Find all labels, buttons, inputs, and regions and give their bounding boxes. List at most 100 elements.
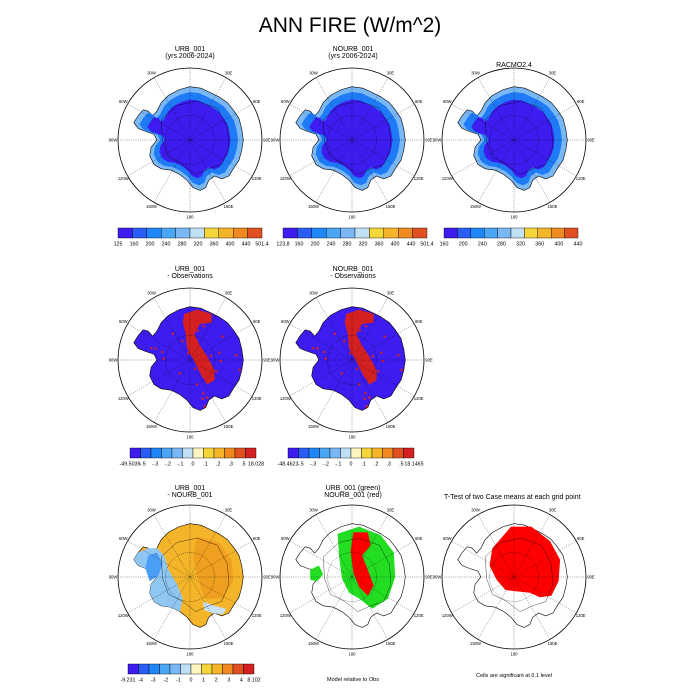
colorbar-2-tick-label: 200 <box>311 242 320 248</box>
colorbar-4-swatch <box>192 447 204 459</box>
colorbar-7-swatch <box>190 663 202 675</box>
colorbar-4-swatch <box>161 447 173 459</box>
colorbar-4-tick-label: .1 <box>203 462 207 468</box>
colorbar-1-tick-label: 160 <box>130 242 139 248</box>
colorbar-1: 125 160 200 240 280 320 360 400 440 501.4 <box>114 227 269 248</box>
panel5-map-speckle <box>371 354 375 358</box>
panel4-map-speckle <box>181 340 184 343</box>
colorbar-7-tick-label: 1 <box>202 678 205 684</box>
page-title: ANN FIRE (W/m^2) <box>258 14 442 37</box>
colorbar-2-swatch <box>354 227 370 239</box>
colorbar-3-tick-label: 320 <box>516 242 525 248</box>
panel8-map-coord-label: 30E <box>387 508 395 513</box>
colorbar-1-tick-label: 125 <box>114 242 123 248</box>
colorbar-7-swatch <box>211 663 223 675</box>
panel1-map-coord-label: 30W <box>147 71 156 76</box>
colorbar-2-tick-label: 360 <box>375 242 384 248</box>
panel3-map-coord-label: 90W <box>433 137 442 142</box>
colorbar-3-swatch <box>524 227 539 239</box>
colorbar-4-tick-label: .3 <box>229 462 233 468</box>
panel7-map-coord-label: 60W <box>119 536 128 541</box>
panel8-map: 30W 30E 60W 60E 90W 90E 120W 120E 150W 150E 180 <box>271 504 433 656</box>
colorbar-5-tick-label: -.5 <box>298 462 304 468</box>
colorbar-7: -9.231 -4 -3 -2 -1 0 1 2 3 4 8.102 <box>120 663 261 684</box>
panel5-map: 30W 30E 60W 60E 90W 90E 120W 120E 150W 150E 180 <box>271 287 433 439</box>
panel9-map-coord-label: 150E <box>548 641 558 646</box>
panel8-map-coord-label: 60W <box>281 536 290 541</box>
panel7-map-west-core <box>145 552 163 582</box>
colorbar-7-tick-label: -9.231 <box>120 678 135 684</box>
colorbar-1-swatch <box>189 227 205 239</box>
panel3-map-coord-label: 30W <box>471 71 480 76</box>
panel5-map-speckle <box>347 319 350 322</box>
panel2-map-ice-interior <box>309 99 393 179</box>
colorbar-5-tick-label: -.1 <box>335 462 341 468</box>
colorbar-5-swatch <box>350 447 362 459</box>
colorbar-5-swatch <box>361 447 373 459</box>
colorbar-2-swatch <box>398 227 413 239</box>
panel5-map-speckle <box>365 405 368 408</box>
colorbar-7-swatch <box>148 663 160 675</box>
colorbar-7-swatch <box>169 663 181 675</box>
panel4-map-coord-label: 60W <box>119 319 128 324</box>
panel7-map-coord-label: 30E <box>225 508 233 513</box>
colorbar-3-swatch <box>497 227 512 239</box>
panel4-map-speckle <box>154 347 157 350</box>
panel7-map-coord-label: 150E <box>224 641 234 646</box>
panel5-map-speckle <box>381 359 384 363</box>
panel8-map-red-region <box>350 532 374 596</box>
panel4-map-coord-label: 120W <box>118 396 129 401</box>
panel4-map-speckle <box>197 351 201 355</box>
panel8-map-coord-label: 180 <box>349 651 357 656</box>
panel4-map-speckle <box>195 357 198 360</box>
panel7-map-coord-label: 60E <box>253 536 261 541</box>
panel1-map-lat-circle <box>165 115 215 165</box>
panel4-map-speckle <box>235 354 238 357</box>
panel4-map: 30W 30E 60W 60E 90W 90E 120W 120E 150W 150E 180 <box>109 287 271 439</box>
panel2-map-coord-label: 90E <box>425 137 433 142</box>
panel7-title: URB_001- NOURB_001 <box>167 485 213 499</box>
panel4-map-speckle <box>150 347 153 350</box>
panel8-footer: Model relative to Obs <box>327 677 379 683</box>
panel3-map-coord-label: 90E <box>587 137 595 142</box>
panel5-map-speckle <box>400 368 403 371</box>
panel4-map-speckle <box>190 345 193 348</box>
panel7-map-coord-label: 180 <box>187 651 195 656</box>
panel3-map-ice-interior <box>471 99 555 179</box>
panel8-map-coord-label: 90E <box>425 574 433 579</box>
panel4-map-coord-label: 90E <box>263 357 271 362</box>
panel5-map-coord-label: 30E <box>387 291 395 296</box>
colorbar-7-tick-label: 8.102 <box>247 678 260 684</box>
panel4-map-coord-label: 150E <box>224 424 234 429</box>
panel1-map-coord-label: 30E <box>225 71 233 76</box>
colorbar-3-swatch <box>484 227 498 239</box>
colorbar-1-swatch <box>146 227 162 239</box>
colorbar-1-tick-label: 360 <box>210 242 219 248</box>
panel9-map-coord-label: 30E <box>549 508 557 513</box>
colorbar-5-swatch <box>382 447 394 459</box>
colorbar-2-swatch <box>340 227 356 239</box>
colorbar-1-swatch <box>218 227 234 239</box>
colorbar-2-swatch <box>282 227 298 239</box>
panel3-map-lat-circle <box>489 115 539 165</box>
panel3-map-coord-label: 150E <box>548 204 558 209</box>
panel1-map-ice-interior <box>147 99 231 179</box>
panel2-map-coord-label: 120E <box>414 176 424 181</box>
panel7-map: 30W 30E 60W 60E 90W 90E 120W 120E 150W 150E 180 <box>109 504 271 656</box>
colorbar-5-tick-label: .1 <box>361 462 365 468</box>
panel5-map-speckle <box>312 347 315 350</box>
panel1-map-coord-label: 120E <box>252 176 262 181</box>
colorbar-2-tick-label: 501.4 <box>420 242 433 248</box>
panel5-map-speckle <box>333 332 336 335</box>
panel2-map-lat-circle <box>327 115 377 165</box>
colorbar-1-tick-label: 200 <box>146 242 155 248</box>
colorbar-5-tick-label: -.3 <box>310 462 316 468</box>
panel5-map-coord-label: 180 <box>349 434 357 439</box>
panel9-map-coord-label: 150W <box>470 641 481 646</box>
colorbar-2-swatch <box>383 227 399 239</box>
colorbar-4-tick-label: -.1 <box>177 462 183 468</box>
panel7-map-coord-label: 120E <box>252 613 262 618</box>
colorbar-5: -48.4623 -.5 -.3 -.2 -.1 0 .1 .2 .3 .5 18.1465 <box>278 447 424 468</box>
panel2-map-coord-label: 60E <box>415 99 423 104</box>
panel7-map-coord-label: 120W <box>118 613 129 618</box>
